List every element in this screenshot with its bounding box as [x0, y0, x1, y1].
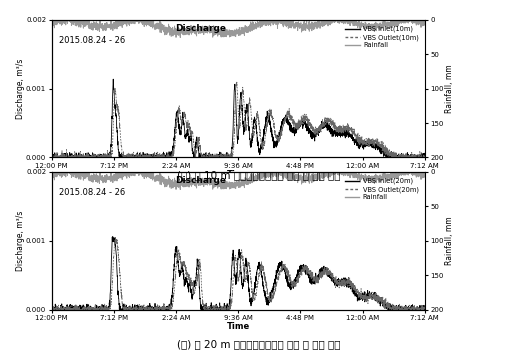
Text: (가) 폭 10 m 식생여과대에서의 유입 및 유출 유량: (가) 폭 10 m 식생여과대에서의 유입 및 유출 유량 — [177, 171, 341, 181]
Text: Discharge: Discharge — [176, 176, 226, 185]
Y-axis label: Discharge, m³/s: Discharge, m³/s — [16, 211, 25, 271]
Y-axis label: Discharge, m³/s: Discharge, m³/s — [16, 59, 25, 119]
Text: 2015.08.24 - 26: 2015.08.24 - 26 — [59, 189, 125, 197]
Y-axis label: Rainfall, mm: Rainfall, mm — [445, 64, 454, 113]
Text: Discharge: Discharge — [176, 24, 226, 33]
Text: (나) 폭 20 m 식생여과대에서의 유입 및 유출 유량: (나) 폭 20 m 식생여과대에서의 유입 및 유출 유량 — [177, 339, 341, 349]
Y-axis label: Rainfall, mm: Rainfall, mm — [445, 216, 454, 265]
Text: 2015.08.24 - 26: 2015.08.24 - 26 — [59, 37, 125, 45]
Legend: VBS Inlet(20m), VBS Outlet(20m), Rainfall: VBS Inlet(20m), VBS Outlet(20m), Rainfal… — [342, 175, 422, 203]
Legend: VBS Inlet(10m), VBS Outlet(10m), Rainfall: VBS Inlet(10m), VBS Outlet(10m), Rainfal… — [342, 23, 422, 51]
X-axis label: Time: Time — [227, 171, 250, 180]
X-axis label: Time: Time — [227, 323, 250, 332]
